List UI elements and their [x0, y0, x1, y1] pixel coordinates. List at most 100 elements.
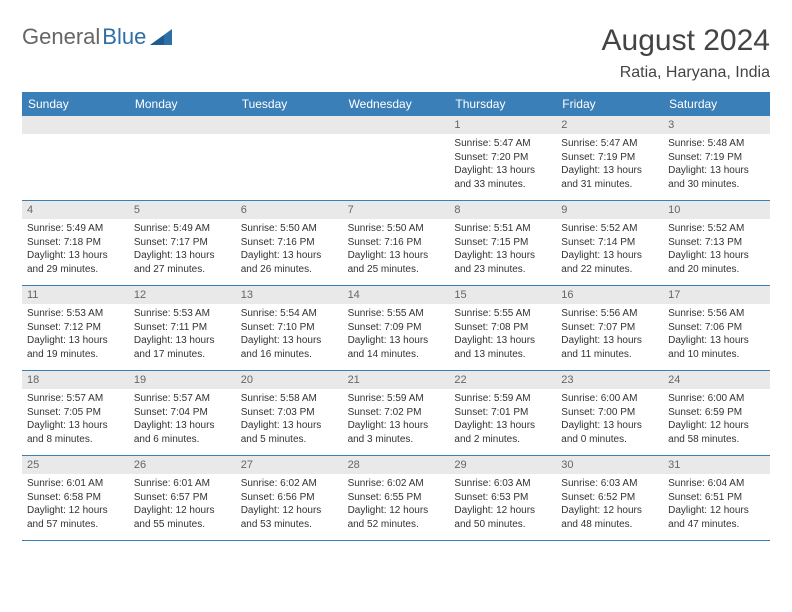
dow-wednesday: Wednesday [343, 92, 450, 116]
week-row: 25Sunrise: 6:01 AMSunset: 6:58 PMDayligh… [22, 456, 770, 541]
daylight-text: Daylight: 13 hours [134, 419, 231, 433]
day-detail: Sunrise: 5:59 AMSunset: 7:01 PMDaylight:… [449, 389, 556, 451]
day-number: 8 [449, 201, 556, 219]
daylight-text: Daylight: 12 hours [134, 504, 231, 518]
daylight-text: Daylight: 13 hours [561, 419, 658, 433]
sunrise-text: Sunrise: 5:57 AM [27, 392, 124, 406]
day-number: 16 [556, 286, 663, 304]
day-cell: 27Sunrise: 6:02 AMSunset: 6:56 PMDayligh… [236, 456, 343, 541]
day-cell: 26Sunrise: 6:01 AMSunset: 6:57 PMDayligh… [129, 456, 236, 541]
day-cell: 25Sunrise: 6:01 AMSunset: 6:58 PMDayligh… [22, 456, 129, 541]
sunset-text: Sunset: 7:12 PM [27, 321, 124, 335]
sunrise-text: Sunrise: 5:52 AM [668, 222, 765, 236]
day-detail: Sunrise: 5:56 AMSunset: 7:06 PMDaylight:… [663, 304, 770, 366]
day-number: 19 [129, 371, 236, 389]
sunrise-text: Sunrise: 5:52 AM [561, 222, 658, 236]
day-cell: 5Sunrise: 5:49 AMSunset: 7:17 PMDaylight… [129, 201, 236, 286]
day-cell: 3Sunrise: 5:48 AMSunset: 7:19 PMDaylight… [663, 116, 770, 201]
sunset-text: Sunset: 7:15 PM [454, 236, 551, 250]
day-detail: Sunrise: 5:53 AMSunset: 7:11 PMDaylight:… [129, 304, 236, 366]
day-number: 14 [343, 286, 450, 304]
day-number: 23 [556, 371, 663, 389]
sunrise-text: Sunrise: 6:02 AM [241, 477, 338, 491]
day-detail: Sunrise: 6:03 AMSunset: 6:52 PMDaylight:… [556, 474, 663, 536]
daylight-text: and 50 minutes. [454, 518, 551, 532]
day-number: 28 [343, 456, 450, 474]
daylight-text: and 55 minutes. [134, 518, 231, 532]
sunset-text: Sunset: 7:04 PM [134, 406, 231, 420]
day-number: 6 [236, 201, 343, 219]
weeks-container: 1 Sunrise: 5:47 AM Sunset: 7:20 PM Daylight… [22, 116, 770, 541]
day-number: 30 [556, 456, 663, 474]
sunrise-text: Sunrise: 6:04 AM [668, 477, 765, 491]
day-cell: 15Sunrise: 5:55 AMSunset: 7:08 PMDayligh… [449, 286, 556, 371]
day-cell: 4Sunrise: 5:49 AMSunset: 7:18 PMDaylight… [22, 201, 129, 286]
daylight-text: and 11 minutes. [561, 348, 658, 362]
day-cell: 30Sunrise: 6:03 AMSunset: 6:52 PMDayligh… [556, 456, 663, 541]
daylight-text: Daylight: 12 hours [668, 504, 765, 518]
day-cell: 8Sunrise: 5:51 AMSunset: 7:15 PMDaylight… [449, 201, 556, 286]
day-detail: Sunrise: 6:01 AMSunset: 6:58 PMDaylight:… [22, 474, 129, 536]
day-number: 3 [663, 116, 770, 134]
day-detail: Sunrise: 6:02 AMSunset: 6:56 PMDaylight:… [236, 474, 343, 536]
day-detail: Sunrise: 5:52 AMSunset: 7:14 PMDaylight:… [556, 219, 663, 281]
daylight-text: Daylight: 13 hours [348, 249, 445, 263]
sunset-text: Sunset: 7:08 PM [454, 321, 551, 335]
day-number: 10 [663, 201, 770, 219]
day-cell [22, 116, 129, 201]
daylight-text: Daylight: 13 hours [27, 249, 124, 263]
daylight-text: Daylight: 13 hours [134, 249, 231, 263]
day-detail: Sunrise: 5:56 AMSunset: 7:07 PMDaylight:… [556, 304, 663, 366]
day-cell: 22Sunrise: 5:59 AMSunset: 7:01 PMDayligh… [449, 371, 556, 456]
sunrise-text: Sunrise: 6:03 AM [454, 477, 551, 491]
day-detail: Sunrise: 6:04 AMSunset: 6:51 PMDaylight:… [663, 474, 770, 536]
sunrise-text: Sunrise: 5:57 AM [134, 392, 231, 406]
daylight-text: and 26 minutes. [241, 263, 338, 277]
day-detail: Sunrise: 5:57 AMSunset: 7:04 PMDaylight:… [129, 389, 236, 451]
day-detail: Sunrise: 5:55 AMSunset: 7:08 PMDaylight:… [449, 304, 556, 366]
sunrise-text: Sunrise: 5:59 AM [348, 392, 445, 406]
sunrise-text: Sunrise: 6:01 AM [134, 477, 231, 491]
day-detail: Sunrise: 5:54 AMSunset: 7:10 PMDaylight:… [236, 304, 343, 366]
daylight-text: Daylight: 12 hours [27, 504, 124, 518]
day-detail: Sunrise: 6:00 AMSunset: 6:59 PMDaylight:… [663, 389, 770, 451]
daylight-text: Daylight: 13 hours [27, 419, 124, 433]
daylight-text: Daylight: 13 hours [241, 334, 338, 348]
daylight-text: and 13 minutes. [454, 348, 551, 362]
title-block: August 2024 Ratia, Haryana, India [602, 24, 770, 82]
daylight-text: and 47 minutes. [668, 518, 765, 532]
daylight-text: and 19 minutes. [27, 348, 124, 362]
sunset-text: Sunset: 7:11 PM [134, 321, 231, 335]
day-number: 20 [236, 371, 343, 389]
dow-friday: Friday [556, 92, 663, 116]
day-number: 2 [556, 116, 663, 134]
sunset-text: Sunset: 7:20 PM [454, 151, 551, 165]
daylight-text: and 57 minutes. [27, 518, 124, 532]
sunrise-text: Sunrise: 5:47 AM [561, 137, 658, 151]
day-number: 17 [663, 286, 770, 304]
day-number: 24 [663, 371, 770, 389]
sunset-text: Sunset: 7:16 PM [241, 236, 338, 250]
daylight-text: Daylight: 13 hours [561, 249, 658, 263]
day-cell: 12Sunrise: 5:53 AMSunset: 7:11 PMDayligh… [129, 286, 236, 371]
sunset-text: Sunset: 7:13 PM [668, 236, 765, 250]
day-number: 25 [22, 456, 129, 474]
daylight-text: and 27 minutes. [134, 263, 231, 277]
day-detail: Sunrise: 5:59 AMSunset: 7:02 PMDaylight:… [343, 389, 450, 451]
sunrise-text: Sunrise: 5:53 AM [27, 307, 124, 321]
daylight-text: Daylight: 13 hours [241, 419, 338, 433]
sunset-text: Sunset: 7:17 PM [134, 236, 231, 250]
calendar-grid: Sunday Monday Tuesday Wednesday Thursday… [22, 92, 770, 541]
day-number: 1 [449, 116, 556, 134]
day-number: 31 [663, 456, 770, 474]
sunrise-text: Sunrise: 6:01 AM [27, 477, 124, 491]
daylight-text: and 0 minutes. [561, 433, 658, 447]
logo-triangle-icon [150, 29, 172, 45]
day-number: 4 [22, 201, 129, 219]
day-cell: 9Sunrise: 5:52 AMSunset: 7:14 PMDaylight… [556, 201, 663, 286]
daylight-text: and 31 minutes. [561, 178, 658, 192]
sunset-text: Sunset: 7:07 PM [561, 321, 658, 335]
daylight-text: Daylight: 13 hours [454, 334, 551, 348]
day-number: 12 [129, 286, 236, 304]
day-number: 27 [236, 456, 343, 474]
